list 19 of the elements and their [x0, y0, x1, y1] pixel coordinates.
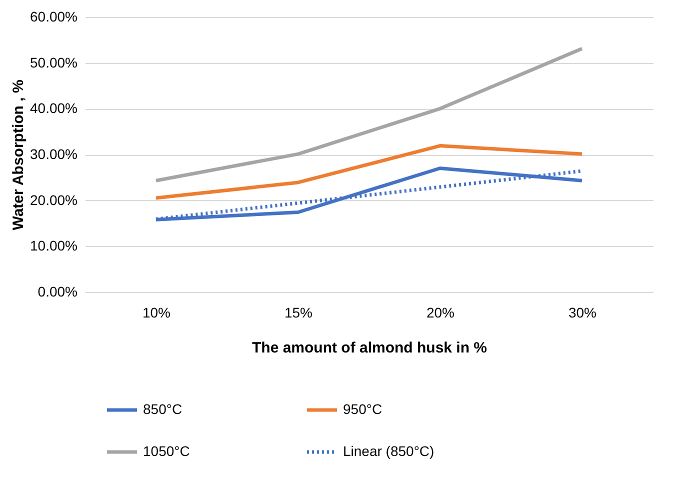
- y-tick-label: 40.00%: [30, 100, 78, 116]
- x-tick-label: 10%: [142, 304, 171, 320]
- x-axis-title: The amount of almond husk in %: [252, 340, 488, 356]
- y-tick-label: 30.00%: [30, 146, 78, 162]
- x-tick-label: 20%: [426, 304, 455, 320]
- legend-label: 950°C: [343, 401, 382, 417]
- legend-label: 850°C: [143, 401, 182, 417]
- y-tick-label: 60.00%: [30, 8, 78, 24]
- legend-label: 1050°C: [143, 443, 190, 459]
- line-series: [154, 144, 584, 200]
- x-tick-label: 30%: [568, 304, 597, 320]
- y-tick-label: 20.00%: [30, 192, 78, 208]
- legend-label: Linear (850°C): [343, 443, 434, 459]
- line-series: [154, 46, 584, 182]
- y-tick-label: 50.00%: [30, 54, 78, 70]
- y-tick-label: 10.00%: [30, 238, 78, 254]
- y-axis-title: Water Absorption , %: [10, 80, 28, 230]
- x-tick-label: 15%: [284, 304, 313, 320]
- y-tick-label: 0.00%: [38, 284, 78, 300]
